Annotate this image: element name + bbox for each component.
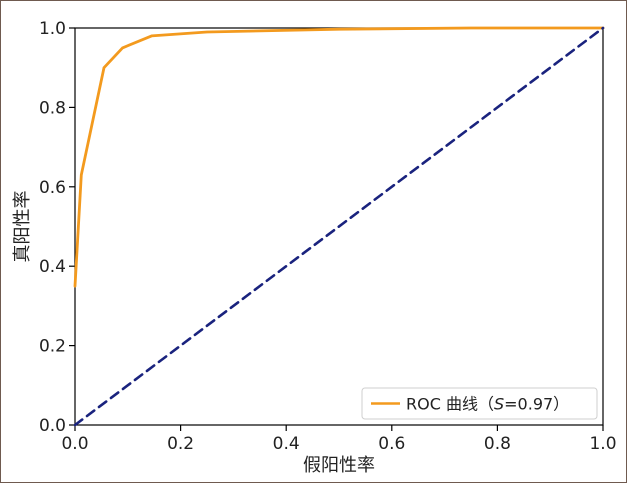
x-tick-label: 0.4 — [273, 434, 300, 454]
y-tick-label: 0.6 — [39, 178, 66, 198]
legend-label-roc: ROC 曲线（S=0.97） — [406, 395, 569, 414]
x-tick-label: 1.0 — [589, 434, 616, 454]
chance-diagonal-line — [73, 26, 605, 427]
x-axis-ticks: 0.0 0.2 0.4 0.6 0.8 1.0 — [61, 425, 617, 454]
y-tick-label: 0.2 — [39, 337, 66, 357]
y-tick-label: 0.0 — [39, 416, 66, 436]
y-tick-label: 0.8 — [39, 98, 66, 118]
series-lines — [73, 26, 605, 427]
x-tick-label: 0.0 — [61, 434, 88, 454]
x-tick-label: 0.8 — [484, 434, 511, 454]
legend: ROC 曲线（S=0.97） — [361, 387, 598, 420]
roc-curve-line — [73, 26, 605, 288]
x-tick-label: 0.6 — [378, 434, 405, 454]
legend-label-suffix: =0.97） — [504, 395, 569, 414]
x-tick-label: 0.2 — [167, 434, 194, 454]
legend-box — [361, 387, 598, 420]
y-axis-ticks: 0.0 0.2 0.4 0.6 0.8 1.0 — [39, 19, 75, 436]
legend-label-prefix: ROC 曲线（ — [406, 395, 494, 414]
y-axis-title: 真阳性率 — [12, 191, 33, 263]
legend-label-italic: S — [494, 395, 504, 414]
y-tick-label: 1.0 — [39, 19, 66, 39]
x-axis-title: 假阳性率 — [303, 455, 375, 476]
y-tick-label: 0.4 — [39, 257, 66, 277]
